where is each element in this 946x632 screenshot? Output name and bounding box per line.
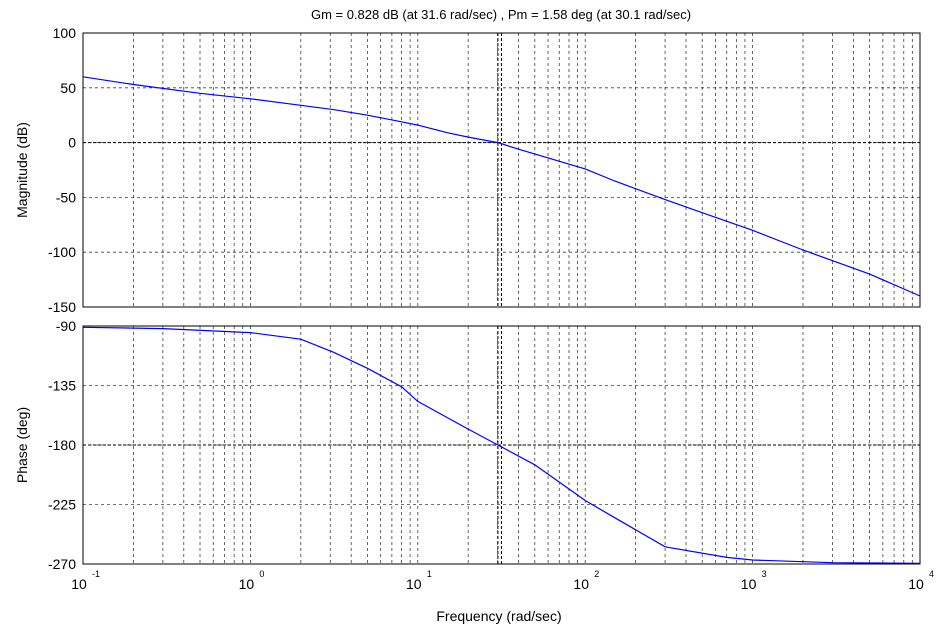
magnitude-reference-lines [83, 33, 920, 307]
phase-y-tick-label: -135 [48, 378, 76, 394]
chart-title: Gm = 0.828 dB (at 31.6 rad/sec) , Pm = 1… [311, 7, 691, 22]
phase-y-tick-labels: -90 -135 -180 -225 -270 [48, 318, 76, 572]
frequency-x-tick-exponent: -1 [92, 569, 100, 579]
phase-y-tick-label: -180 [48, 437, 76, 453]
phase-reference-lines [83, 326, 920, 564]
magnitude-y-tick-label: 0 [68, 135, 76, 151]
frequency-x-tick-exponent: 0 [259, 569, 264, 579]
magnitude-y-tick-labels: 100 50 0 -50 -100 -150 [48, 25, 76, 315]
magnitude-y-tick-label: -100 [48, 244, 76, 260]
magnitude-y-tick-label: -150 [48, 299, 76, 315]
frequency-x-tick-label: 10 [71, 576, 87, 592]
frequency-x-tick-exponent: 4 [929, 569, 934, 579]
frequency-axis-label: Frequency (rad/sec) [436, 608, 561, 624]
frequency-x-tick-label: 10 [741, 576, 757, 592]
phase-series-line [82, 326, 921, 564]
magnitude-series [82, 76, 921, 297]
frequency-x-tick-label: 10 [908, 576, 924, 592]
phase-series [82, 326, 921, 564]
magnitude-y-tick-label: -50 [56, 189, 76, 205]
frequency-x-tick-label: 10 [406, 576, 422, 592]
magnitude-series-line [82, 76, 921, 297]
phase-y-tick-label: -90 [56, 318, 76, 334]
frequency-x-tick-label: 10 [573, 576, 589, 592]
phase-plot: -90-135-180-225-270 10-1100101102103104 … [14, 318, 934, 624]
frequency-x-tick-exponent: 3 [762, 569, 767, 579]
magnitude-y-tick-label: 50 [60, 80, 76, 96]
frequency-x-tick-labels: 10 -1 10 0 10 1 10 2 10 3 10 4 [71, 569, 934, 592]
magnitude-grid [83, 33, 920, 307]
magnitude-plot: 100 50 0 -50 -100 -150 Magnitude (dB) [14, 25, 921, 315]
phase-y-tick-label: -225 [48, 497, 76, 513]
phase-y-tick-label: -270 [48, 556, 76, 572]
frequency-x-tick-exponent: 2 [594, 569, 599, 579]
phase-axis-label: Phase (deg) [14, 407, 30, 483]
frequency-x-tick-exponent: 1 [427, 569, 432, 579]
frequency-x-tick-label: 10 [239, 576, 255, 592]
phase-grid [83, 326, 920, 564]
magnitude-y-tick-label: 100 [53, 25, 77, 41]
magnitude-axis-label: Magnitude (dB) [14, 122, 30, 218]
